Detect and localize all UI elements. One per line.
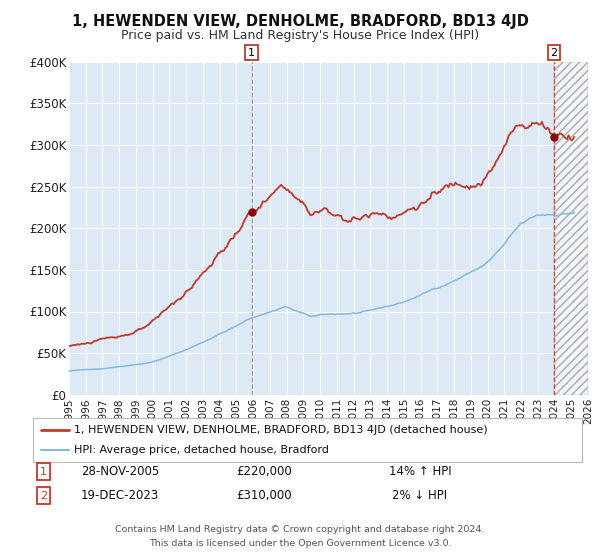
Text: 2: 2 — [40, 491, 47, 501]
Text: 19-DEC-2023: 19-DEC-2023 — [81, 489, 159, 502]
Text: 1: 1 — [248, 48, 255, 58]
Bar — [554, 62, 588, 395]
Text: 1: 1 — [40, 466, 47, 477]
Text: 28-NOV-2005: 28-NOV-2005 — [81, 465, 159, 478]
Text: 1, HEWENDEN VIEW, DENHOLME, BRADFORD, BD13 4JD: 1, HEWENDEN VIEW, DENHOLME, BRADFORD, BD… — [71, 14, 529, 29]
Text: 1, HEWENDEN VIEW, DENHOLME, BRADFORD, BD13 4JD (detached house): 1, HEWENDEN VIEW, DENHOLME, BRADFORD, BD… — [74, 425, 488, 435]
Text: Contains HM Land Registry data © Crown copyright and database right 2024.: Contains HM Land Registry data © Crown c… — [115, 525, 485, 534]
Text: This data is licensed under the Open Government Licence v3.0.: This data is licensed under the Open Gov… — [149, 539, 451, 548]
Text: £220,000: £220,000 — [236, 465, 292, 478]
Text: £310,000: £310,000 — [236, 489, 292, 502]
Text: 2: 2 — [550, 48, 557, 58]
Text: Price paid vs. HM Land Registry's House Price Index (HPI): Price paid vs. HM Land Registry's House … — [121, 29, 479, 42]
Text: 2% ↓ HPI: 2% ↓ HPI — [392, 489, 448, 502]
Text: 14% ↑ HPI: 14% ↑ HPI — [389, 465, 451, 478]
Text: HPI: Average price, detached house, Bradford: HPI: Average price, detached house, Brad… — [74, 445, 329, 455]
Bar — [554, 62, 588, 395]
